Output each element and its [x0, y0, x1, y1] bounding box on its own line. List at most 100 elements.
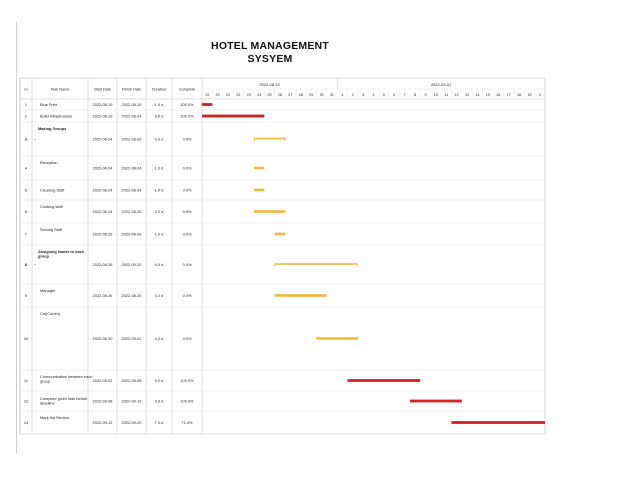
task-id: 10 — [24, 336, 29, 341]
task-bar — [253, 166, 265, 170]
task-duration: 3.0 d — [155, 136, 164, 141]
task-start-date: 2022-08-26 — [93, 231, 113, 236]
day-label: 4 — [372, 93, 374, 97]
day-label: 11 — [444, 93, 448, 97]
task-complete: 71.4% — [181, 420, 193, 425]
day-label: 3 — [362, 93, 364, 97]
task-finish-date: 2022-09-12 — [122, 398, 142, 403]
group-collapse-icon: − — [34, 262, 37, 267]
group-collapse-icon: − — [34, 136, 37, 141]
day-label: 2 — [352, 93, 354, 97]
task-duration: 7.0 d — [155, 420, 164, 425]
task-finish-date: 2022-08-24 — [122, 187, 143, 192]
day-label: 7 — [404, 93, 406, 97]
task-start-date: 2022-08-19 — [93, 102, 113, 107]
task-bar — [347, 379, 421, 382]
day-label: 20 — [216, 93, 220, 97]
day-label: 17 — [507, 93, 511, 97]
task-name: group — [38, 253, 50, 258]
task-id: 4 — [25, 165, 28, 170]
task-name: Assigning leader to each — [38, 249, 85, 254]
task-name: Build infrastructure — [40, 113, 72, 118]
task-id: 5 — [25, 187, 27, 192]
task-start-date: 2022-08-26 — [93, 262, 113, 267]
task-duration: 1.0 d — [155, 102, 164, 107]
day-label: 2 — [539, 93, 541, 97]
task-bar — [274, 232, 286, 236]
task-name: Reception — [40, 160, 58, 165]
task-id: 1 — [25, 102, 27, 107]
task-id: 11 — [24, 378, 28, 383]
task-duration: 3.0 d — [155, 293, 164, 298]
day-label: 22 — [236, 93, 240, 97]
chart-title-line2: SYSYEM — [247, 53, 293, 65]
task-complete: 100.0% — [180, 113, 194, 118]
day-label: 13 — [465, 93, 469, 97]
summary-bar — [274, 263, 358, 265]
task-bar — [202, 114, 265, 118]
task-bar — [274, 294, 327, 297]
task-name: Cleaning Staff — [40, 187, 65, 192]
day-label: 14 — [475, 93, 479, 97]
task-id: 7 — [25, 231, 27, 236]
table-header-0: Id — [24, 88, 27, 92]
task-bar — [409, 399, 462, 403]
day-label: 10 — [434, 93, 438, 97]
task-duration: 6.0 d — [155, 262, 164, 267]
page-left-rule — [16, 22, 17, 454]
day-label: 26 — [278, 93, 282, 97]
task-start-date: 2022-08-26 — [93, 293, 113, 298]
table-header-5: Complete — [179, 88, 195, 92]
task-name: deadline — [40, 401, 55, 406]
task-start-date: 2022-09-12 — [93, 420, 113, 425]
day-label: 23 — [247, 93, 251, 97]
day-label: 29 — [309, 93, 313, 97]
task-finish-date: 2022-09-02 — [122, 336, 142, 341]
task-start-date: 2022-08-24 — [93, 209, 114, 214]
summary-bar-cap-left — [253, 137, 255, 141]
day-label: 1 — [341, 93, 343, 97]
task-name: Cooking staff — [40, 204, 64, 209]
task-id: 3 — [25, 136, 28, 141]
task-bar — [253, 188, 265, 192]
summary-bar-cap-right — [284, 137, 286, 141]
task-bar — [451, 421, 545, 424]
task-start-date: 2022-08-24 — [93, 165, 114, 170]
task-start-date: 2022-08-24 — [93, 187, 114, 192]
task-duration: 1.0 d — [155, 231, 164, 236]
task-name: Blue Print — [40, 102, 58, 107]
day-label: 9 — [424, 93, 426, 97]
task-id: 9 — [25, 293, 27, 298]
task-name: Making Groups — [38, 126, 66, 131]
task-duration: 3.0 d — [155, 209, 164, 214]
summary-bar — [253, 137, 286, 140]
task-duration: 6.0 d — [155, 113, 164, 118]
task-name: Communication between each — [40, 374, 92, 379]
day-label: 24 — [257, 93, 261, 97]
task-finish-date: 2022-08-24 — [122, 165, 143, 170]
table-header-2: Start Date — [94, 88, 111, 92]
day-label: 28 — [299, 93, 303, 97]
task-id: 12 — [24, 398, 28, 403]
task-finish-date: 2022-08-24 — [122, 113, 143, 118]
week-label: 2022-09-01 — [431, 82, 452, 87]
day-label: 30 — [319, 93, 323, 97]
day-label: 31 — [330, 93, 334, 97]
chart-title-line1: HOTEL MANAGEMENT — [211, 40, 329, 52]
day-label: 21 — [226, 93, 230, 97]
day-label: 19 — [205, 93, 209, 97]
task-complete: 100.0% — [180, 398, 194, 403]
task-start-date: 2022-08-19 — [93, 113, 113, 118]
task-complete: 0.0% — [183, 187, 192, 192]
table-header-3: Finish Date — [122, 88, 141, 92]
task-complete: 0.0% — [183, 293, 192, 298]
task-name: Cm(Comm) — [40, 311, 61, 316]
task-complete: 0.0% — [183, 336, 192, 341]
table-header-1: Task Name — [51, 88, 70, 92]
task-complete: 0.0% — [183, 209, 192, 214]
task-start-date: 2022-08-30 — [93, 336, 114, 341]
task-name: Complete given task before — [40, 396, 87, 401]
task-duration: 3.0 d — [155, 398, 164, 403]
task-complete: 100.0% — [180, 378, 194, 383]
day-label: 18 — [517, 93, 521, 97]
